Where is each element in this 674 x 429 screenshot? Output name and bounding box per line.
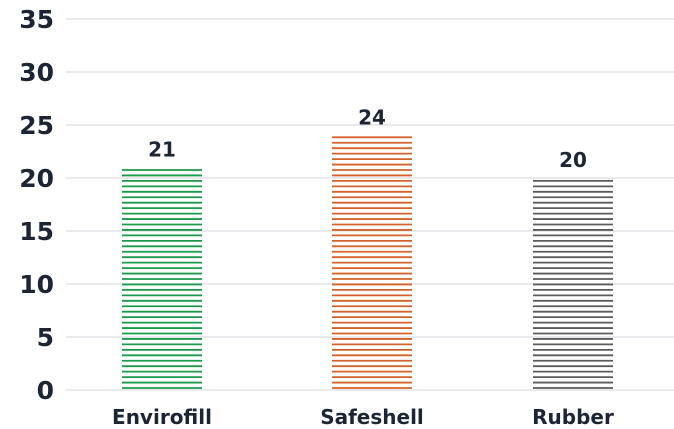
bars: 21 Envirofill 24 Safeshell 20 Rubber: [112, 106, 614, 429]
y-tick-label-15: 15: [19, 217, 54, 246]
y-tick-label-25: 25: [19, 111, 54, 140]
x-category-label-safeshell: Safeshell: [320, 405, 424, 429]
x-category-label-envirofill: Envirofill: [112, 405, 212, 429]
y-tick-label-0: 0: [37, 376, 54, 405]
bar-safeshell: [332, 136, 412, 389]
bar-envirofill: [122, 169, 202, 389]
y-tick-label-5: 5: [37, 323, 54, 352]
data-label-rubber: 20: [559, 148, 587, 172]
y-tick-label-35: 35: [19, 5, 54, 34]
x-category-label-rubber: Rubber: [532, 405, 614, 429]
data-label-safeshell: 24: [358, 106, 386, 130]
bar-rubber: [533, 179, 613, 389]
y-tick-label-20: 20: [19, 164, 54, 193]
y-tick-label-10: 10: [19, 270, 54, 299]
y-axis-ticks: 0 5 10 15 20 25 30 35: [19, 5, 54, 405]
data-label-envirofill: 21: [148, 137, 176, 161]
y-tick-label-30: 30: [19, 58, 54, 87]
